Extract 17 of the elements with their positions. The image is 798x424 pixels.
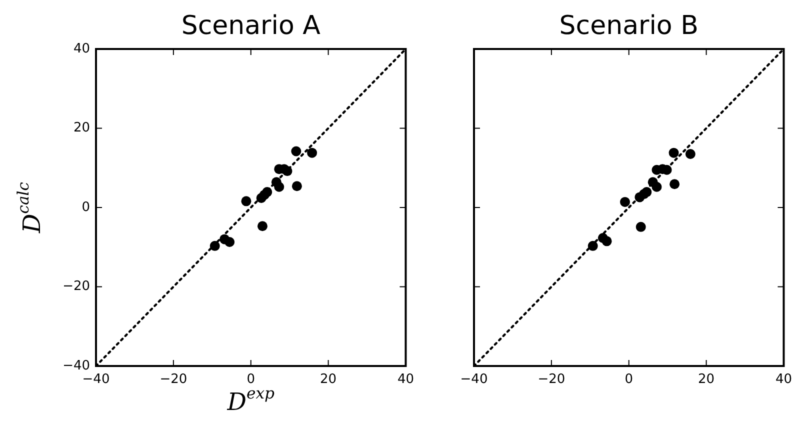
x-tick-label: 20 bbox=[320, 372, 337, 388]
chart-title: Scenario A bbox=[181, 10, 321, 41]
y-tick-label: 20 bbox=[73, 120, 90, 136]
x-tick-label: −20 bbox=[538, 372, 566, 388]
x-tick-label: 0 bbox=[246, 372, 256, 388]
x-tick-label: 40 bbox=[397, 372, 414, 388]
y-tick-label: −20 bbox=[62, 279, 90, 294]
y-tick-label: −40 bbox=[62, 358, 90, 374]
y-tick-label: 0 bbox=[82, 200, 90, 215]
y-axis-title: Dcalc bbox=[14, 182, 46, 234]
y-tick-label: 40 bbox=[73, 41, 90, 56]
x-tick-label: −40 bbox=[460, 372, 488, 388]
x-tick-label: 20 bbox=[698, 372, 715, 388]
x-tick-label: 40 bbox=[775, 372, 792, 388]
chart-title: Scenario B bbox=[559, 10, 698, 41]
x-tick-label: −20 bbox=[160, 372, 188, 388]
x-tick-label: 0 bbox=[624, 372, 634, 388]
